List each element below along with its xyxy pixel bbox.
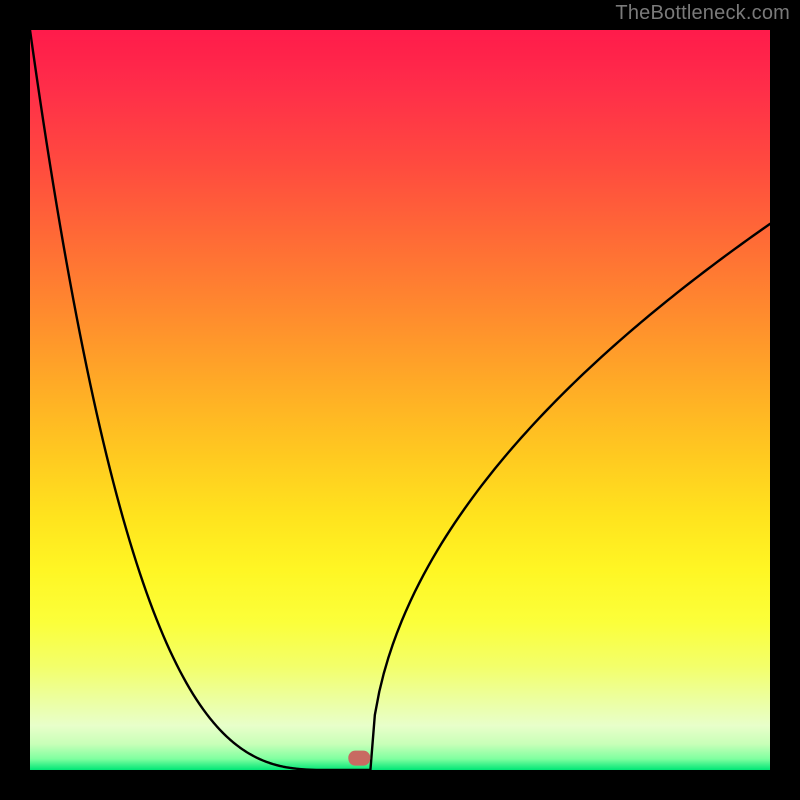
plot-area (30, 30, 770, 770)
gradient-background (30, 30, 770, 770)
chart-frame: TheBottleneck.com (0, 0, 800, 800)
valley-marker (348, 751, 370, 766)
chart-svg (30, 30, 770, 770)
watermark-text: TheBottleneck.com (615, 2, 790, 25)
